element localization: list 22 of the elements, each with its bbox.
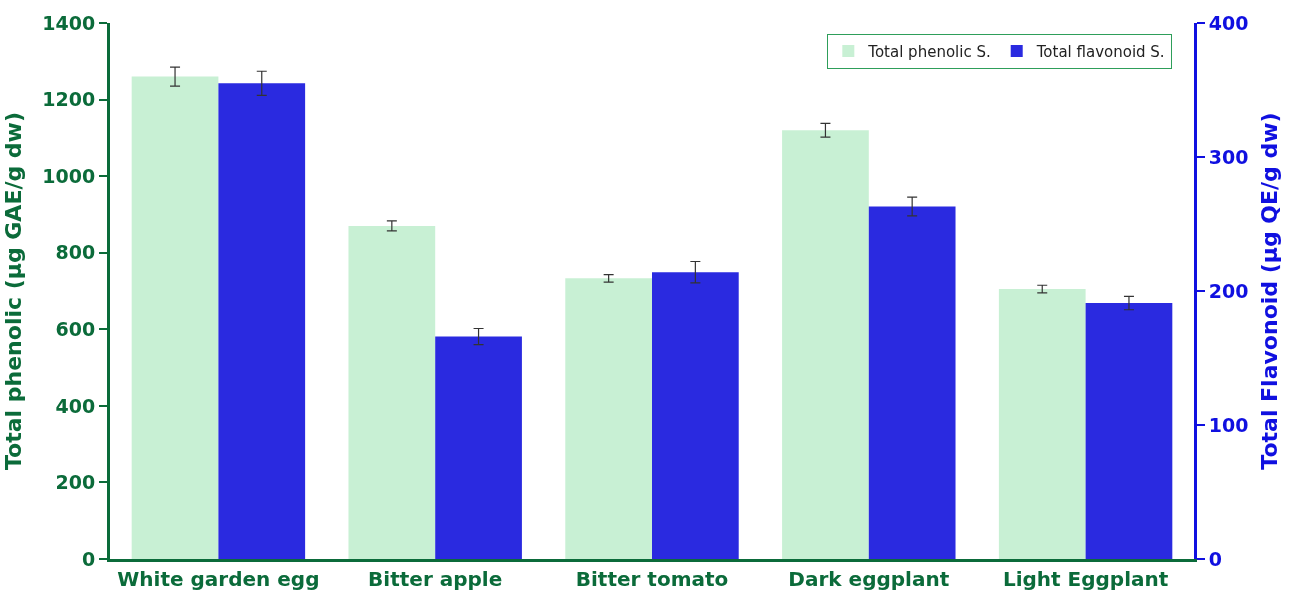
y-tick-label: 600 — [55, 317, 96, 340]
legend-label: Total phenolic S. — [867, 42, 991, 61]
y-tick-label: 0 — [81, 547, 96, 570]
y-tick-label: 1400 — [42, 11, 96, 34]
y2-tick-label: 200 — [1208, 279, 1249, 302]
legend-label: Total flavonoid S. — [1035, 42, 1165, 61]
y-tick-label: 200 — [55, 471, 96, 494]
y2-tick-label: 300 — [1208, 145, 1249, 168]
y-axis-title: Total phenolic (µg GAE/g dw) — [1, 112, 27, 470]
y2-tick-label: 400 — [1208, 11, 1249, 34]
y-tick-label: 400 — [55, 394, 96, 417]
y-tick-label: 1000 — [42, 164, 96, 187]
y2-axis-title: Total Flavonoid (µg QE/g dw) — [1257, 112, 1283, 470]
x-tick-label: Dark eggplant — [788, 567, 950, 591]
y-tick-label: 1200 — [42, 88, 96, 111]
x-tick-label: Bitter tomato — [575, 567, 729, 591]
x-tick-label: White garden egg — [117, 567, 320, 591]
y2-tick-label: 0 — [1208, 547, 1223, 570]
y-tick-label: 800 — [55, 241, 96, 264]
y2-tick-label: 100 — [1208, 413, 1249, 436]
x-tick-label: Bitter apple — [368, 567, 503, 591]
x-tick-label: Light Eggplant — [1002, 567, 1169, 591]
